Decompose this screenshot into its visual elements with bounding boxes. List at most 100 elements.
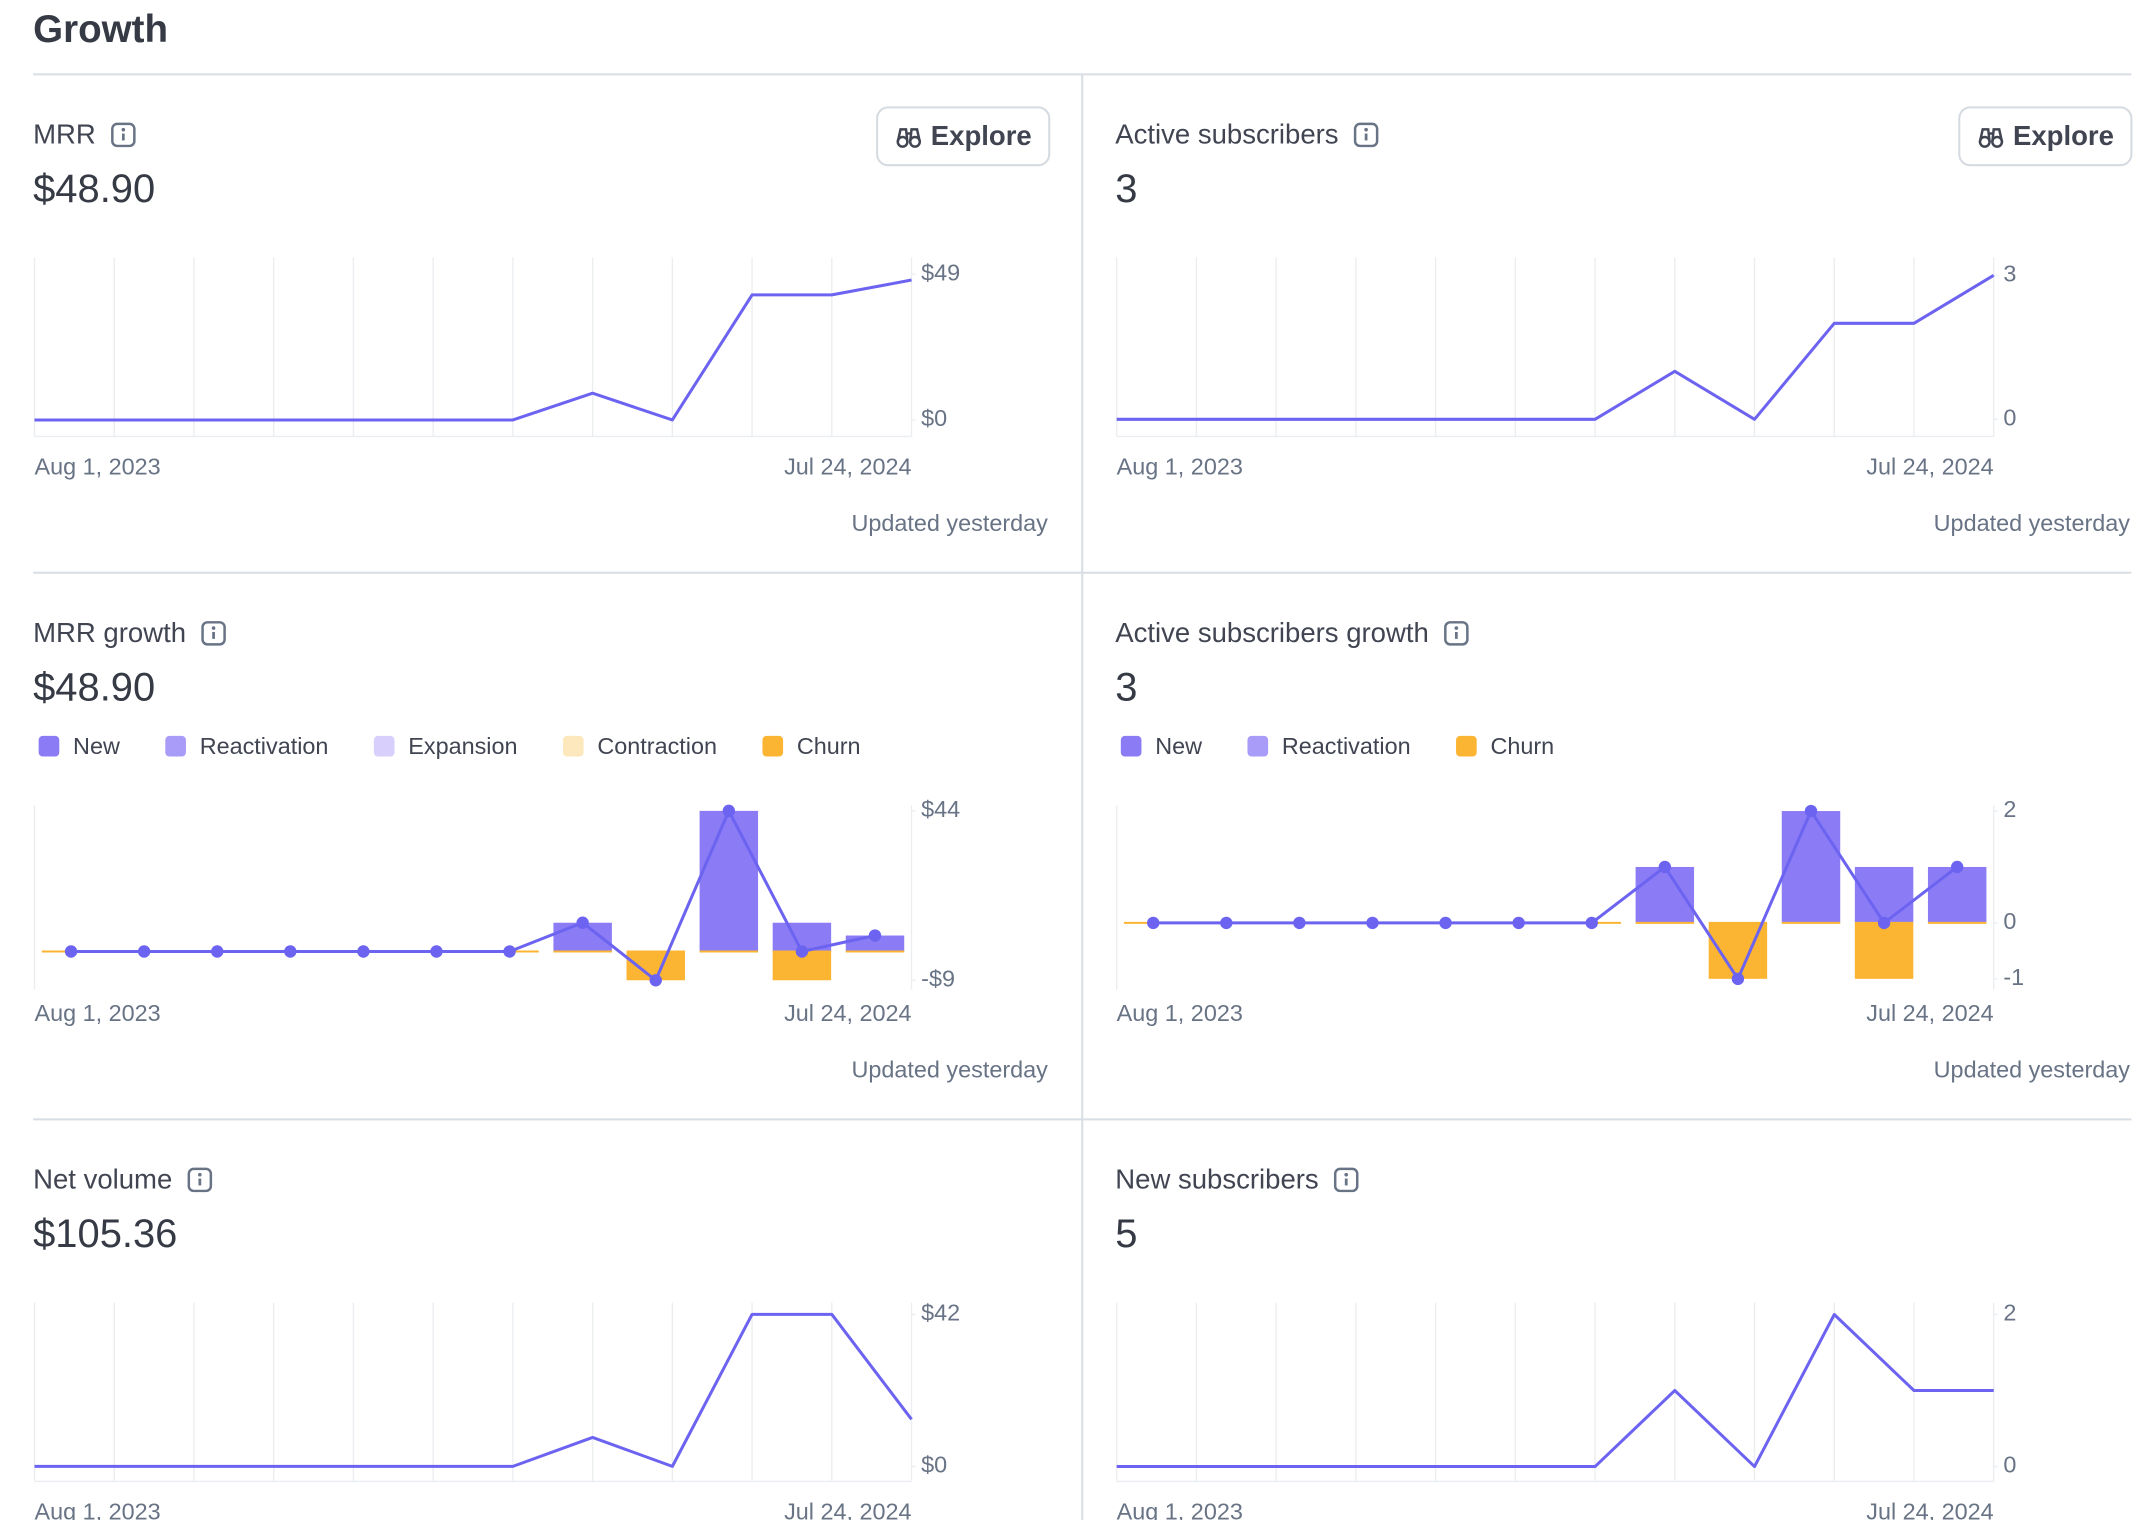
binoculars-icon [896, 135, 909, 148]
binoculars-icon [908, 135, 922, 148]
card-value: 5 [1115, 1212, 1137, 1256]
card-title: New subscribers [1115, 1164, 1318, 1195]
binoculars-icon [1991, 135, 2004, 148]
y-tick-label: $49 [921, 259, 960, 285]
data-point [1293, 916, 1306, 930]
bar-segment [1781, 811, 1841, 923]
x-tick-label: Aug 1, 2023 [1117, 1000, 1243, 1026]
data-point [357, 945, 370, 958]
legend-label: Contraction [597, 733, 717, 759]
x-tick-label: Jul 24, 2024 [784, 1000, 911, 1026]
bar-segment [1854, 922, 1914, 979]
card-title: MRR growth [33, 617, 186, 648]
info-icon [201, 621, 226, 646]
data-line [1153, 809, 1959, 981]
data-point [1731, 972, 1745, 986]
y-tick-label: -$9 [921, 965, 955, 991]
info-icon [111, 122, 136, 148]
data-point [722, 804, 736, 818]
legend-swatch [373, 735, 395, 757]
x-tick-label: Jul 24, 2024 [784, 1498, 911, 1520]
y-tick-label: $0 [921, 405, 947, 431]
data-point [1585, 916, 1598, 930]
legend-label: New [1155, 733, 1202, 759]
legend-label: Churn [797, 733, 861, 759]
card-value: 3 [1115, 167, 1137, 211]
x-tick-label: Jul 24, 2024 [1866, 1498, 1993, 1520]
button-label: Explore [2013, 120, 2114, 151]
bar-segment [1635, 866, 1695, 923]
explore-button[interactable]: Explore [1958, 106, 2133, 167]
info-icon [1444, 621, 1469, 646]
legend-swatch [562, 735, 584, 757]
updated-note: Updated yesterday [1934, 1056, 2131, 1082]
card-title: Active subscribers growth [1115, 617, 1429, 648]
x-tick-label: Aug 1, 2023 [35, 453, 161, 479]
card-value: $105.36 [33, 1212, 177, 1256]
legend-label: Reactivation [1282, 733, 1411, 759]
data-line [34, 1312, 913, 1468]
data-point [649, 974, 662, 987]
legend-swatch [1120, 735, 1142, 757]
data-point [284, 945, 297, 958]
data-point [1147, 916, 1160, 930]
x-tick-label: Aug 1, 2023 [1117, 453, 1243, 479]
legend-swatch [1247, 735, 1269, 757]
data-point [795, 945, 809, 958]
data-point [1804, 804, 1818, 818]
data-point [211, 945, 224, 958]
legend-swatch [165, 735, 186, 757]
y-tick-label: $0 [921, 1452, 947, 1478]
data-point [1366, 916, 1379, 930]
binoculars-icon [1978, 128, 2004, 143]
info-icon [187, 1167, 213, 1193]
card-title: Active subscribers [1115, 119, 1338, 150]
data-point [1950, 860, 1964, 874]
bar-segment [1854, 866, 1914, 923]
updated-note: Updated yesterday [1934, 510, 2131, 536]
x-tick-label: Jul 24, 2024 [784, 453, 911, 479]
y-tick-label: 3 [2003, 261, 2016, 287]
card-title: MRR [33, 119, 96, 150]
info-icon [1333, 1167, 1359, 1193]
y-tick-label: 0 [2003, 1452, 2016, 1478]
card-value: $48.90 [33, 167, 155, 211]
data-point [1512, 916, 1525, 930]
y-tick-label: 0 [2003, 908, 2016, 934]
info-icon [198, 1172, 202, 1177]
bar-segment [699, 810, 759, 952]
data-point [1877, 916, 1891, 930]
y-tick-label: $44 [921, 796, 960, 822]
button-frame [876, 106, 1051, 167]
legend-label: New [73, 733, 120, 759]
page-title: Growth [33, 8, 168, 51]
info-icon [1364, 127, 1368, 132]
button-frame [1958, 106, 2133, 167]
legend-label: Expansion [408, 733, 517, 759]
updated-note: Updated yesterday [851, 510, 1048, 536]
data-line [71, 809, 876, 982]
data-point [1658, 860, 1672, 874]
legend-label: Churn [1490, 733, 1554, 759]
legend-label: Reactivation [200, 733, 329, 759]
info-icon [211, 626, 216, 630]
data-point [868, 929, 882, 942]
y-tick-label: -1 [2003, 964, 2024, 990]
button-label: Explore [931, 120, 1032, 151]
card-value: 3 [1115, 665, 1137, 709]
info-icon [1454, 626, 1459, 630]
legend-swatch [38, 735, 60, 757]
explore-button[interactable]: Explore [876, 106, 1051, 167]
updated-note: Updated yesterday [851, 1056, 1048, 1082]
y-tick-label: 2 [2003, 796, 2016, 822]
binoculars-icon [896, 128, 922, 143]
info-icon [121, 127, 126, 132]
info-icon [1353, 122, 1379, 148]
info-icon [1344, 1172, 1349, 1177]
data-line [1116, 1313, 1994, 1469]
x-tick-label: Jul 24, 2024 [1866, 453, 1993, 479]
bar-segment [1927, 866, 1987, 923]
legend-swatch [1456, 735, 1477, 757]
